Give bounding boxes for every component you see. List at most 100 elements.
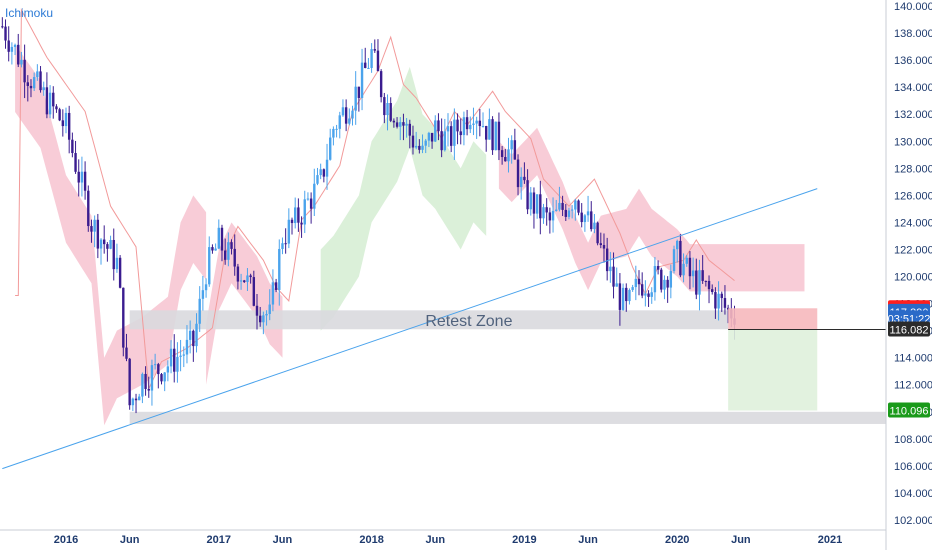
candle-body xyxy=(701,270,704,281)
candle-body xyxy=(497,121,501,151)
candle-body xyxy=(644,293,647,296)
baseline-path xyxy=(15,8,735,391)
price-tag-label: 110.096 xyxy=(890,405,929,417)
candle-body xyxy=(239,280,243,282)
candle-body xyxy=(211,247,214,251)
candle-body xyxy=(367,67,370,69)
candle-body xyxy=(204,284,208,291)
candle-body xyxy=(262,315,265,323)
candle-body xyxy=(271,282,275,305)
candle-body xyxy=(596,222,599,244)
candle-body xyxy=(208,247,211,285)
candle-body xyxy=(650,292,653,297)
candle-body xyxy=(669,271,673,288)
candle-body xyxy=(71,139,74,154)
y-tick-label: 106.000 xyxy=(894,461,932,473)
candle-body xyxy=(405,123,408,126)
candle-body xyxy=(64,112,68,127)
candle-body xyxy=(287,219,291,244)
candle-body xyxy=(548,212,552,221)
candle-body xyxy=(379,71,383,98)
candle-body xyxy=(599,243,602,246)
candle-body xyxy=(106,244,109,249)
candle-body xyxy=(516,159,520,188)
candle-body xyxy=(567,210,571,217)
x-tick-label: 2021 xyxy=(818,534,842,546)
candle-body xyxy=(115,257,119,270)
candle-body xyxy=(615,283,618,287)
candle-body xyxy=(711,289,714,293)
candle-body xyxy=(504,157,507,162)
candle-body xyxy=(532,192,536,214)
cloud-bear-1 xyxy=(15,44,207,426)
candle-body xyxy=(144,373,147,389)
candle-body xyxy=(714,292,717,309)
indicator-label[interactable]: Ichimoku xyxy=(5,6,54,20)
candle-body xyxy=(169,348,173,367)
candle-body xyxy=(306,198,310,200)
candle-body xyxy=(17,44,20,65)
support-zone xyxy=(129,411,886,424)
candle-body xyxy=(214,248,217,251)
candle-body xyxy=(456,119,459,132)
candle-body xyxy=(637,278,641,285)
candle-body xyxy=(96,219,100,249)
candle-body xyxy=(529,192,532,210)
price-tag xyxy=(888,321,930,337)
candle-body xyxy=(609,266,612,272)
candle-body xyxy=(580,212,583,223)
candle-body xyxy=(230,242,233,249)
candle-body xyxy=(449,126,453,146)
candle-body xyxy=(274,282,278,290)
candle-body xyxy=(303,199,306,225)
candle-body xyxy=(128,358,131,406)
candle-body xyxy=(163,372,166,382)
candle-body xyxy=(424,140,427,146)
y-tick-label: 122.000 xyxy=(894,244,932,256)
candle-body xyxy=(414,145,418,148)
candle-body xyxy=(488,119,491,140)
candle-body xyxy=(294,207,297,224)
candle-body xyxy=(628,289,631,302)
candle-body xyxy=(246,275,249,283)
candle-body xyxy=(179,355,182,357)
candle-body xyxy=(188,330,192,340)
position-tool xyxy=(728,308,886,411)
candle-body xyxy=(185,339,189,355)
candle-body xyxy=(243,280,246,283)
candle-body xyxy=(58,109,61,121)
candle-body xyxy=(564,209,567,217)
candle-body xyxy=(478,120,482,127)
candle-body xyxy=(55,106,58,110)
price-tag-label: 116.082 xyxy=(890,325,929,337)
candle-body xyxy=(20,59,23,65)
candle-body xyxy=(542,207,545,219)
candle-body xyxy=(10,46,14,52)
candle-body xyxy=(574,200,577,210)
candle-body xyxy=(704,280,708,282)
candle-body xyxy=(150,365,154,391)
candle-body xyxy=(660,269,663,290)
candle-body xyxy=(434,120,437,142)
candle-body xyxy=(364,62,367,68)
candle-body xyxy=(373,49,376,51)
y-tick-label: 104.000 xyxy=(894,488,932,500)
x-tick-label: Jun xyxy=(578,534,598,546)
candle-body xyxy=(462,117,466,136)
y-tick-label: 130.000 xyxy=(894,136,932,148)
x-tick-label: Jun xyxy=(425,534,445,546)
candle-body xyxy=(418,145,421,150)
candle-body xyxy=(427,132,431,141)
candle-body xyxy=(109,239,112,249)
candles xyxy=(1,17,736,414)
candle-body xyxy=(67,112,71,140)
candle-body xyxy=(23,59,26,83)
candle-body xyxy=(605,248,609,272)
candle-body xyxy=(220,227,224,251)
candle-body xyxy=(173,348,176,372)
y-tick-label: 108.000 xyxy=(894,434,932,446)
candle-body xyxy=(265,313,268,316)
